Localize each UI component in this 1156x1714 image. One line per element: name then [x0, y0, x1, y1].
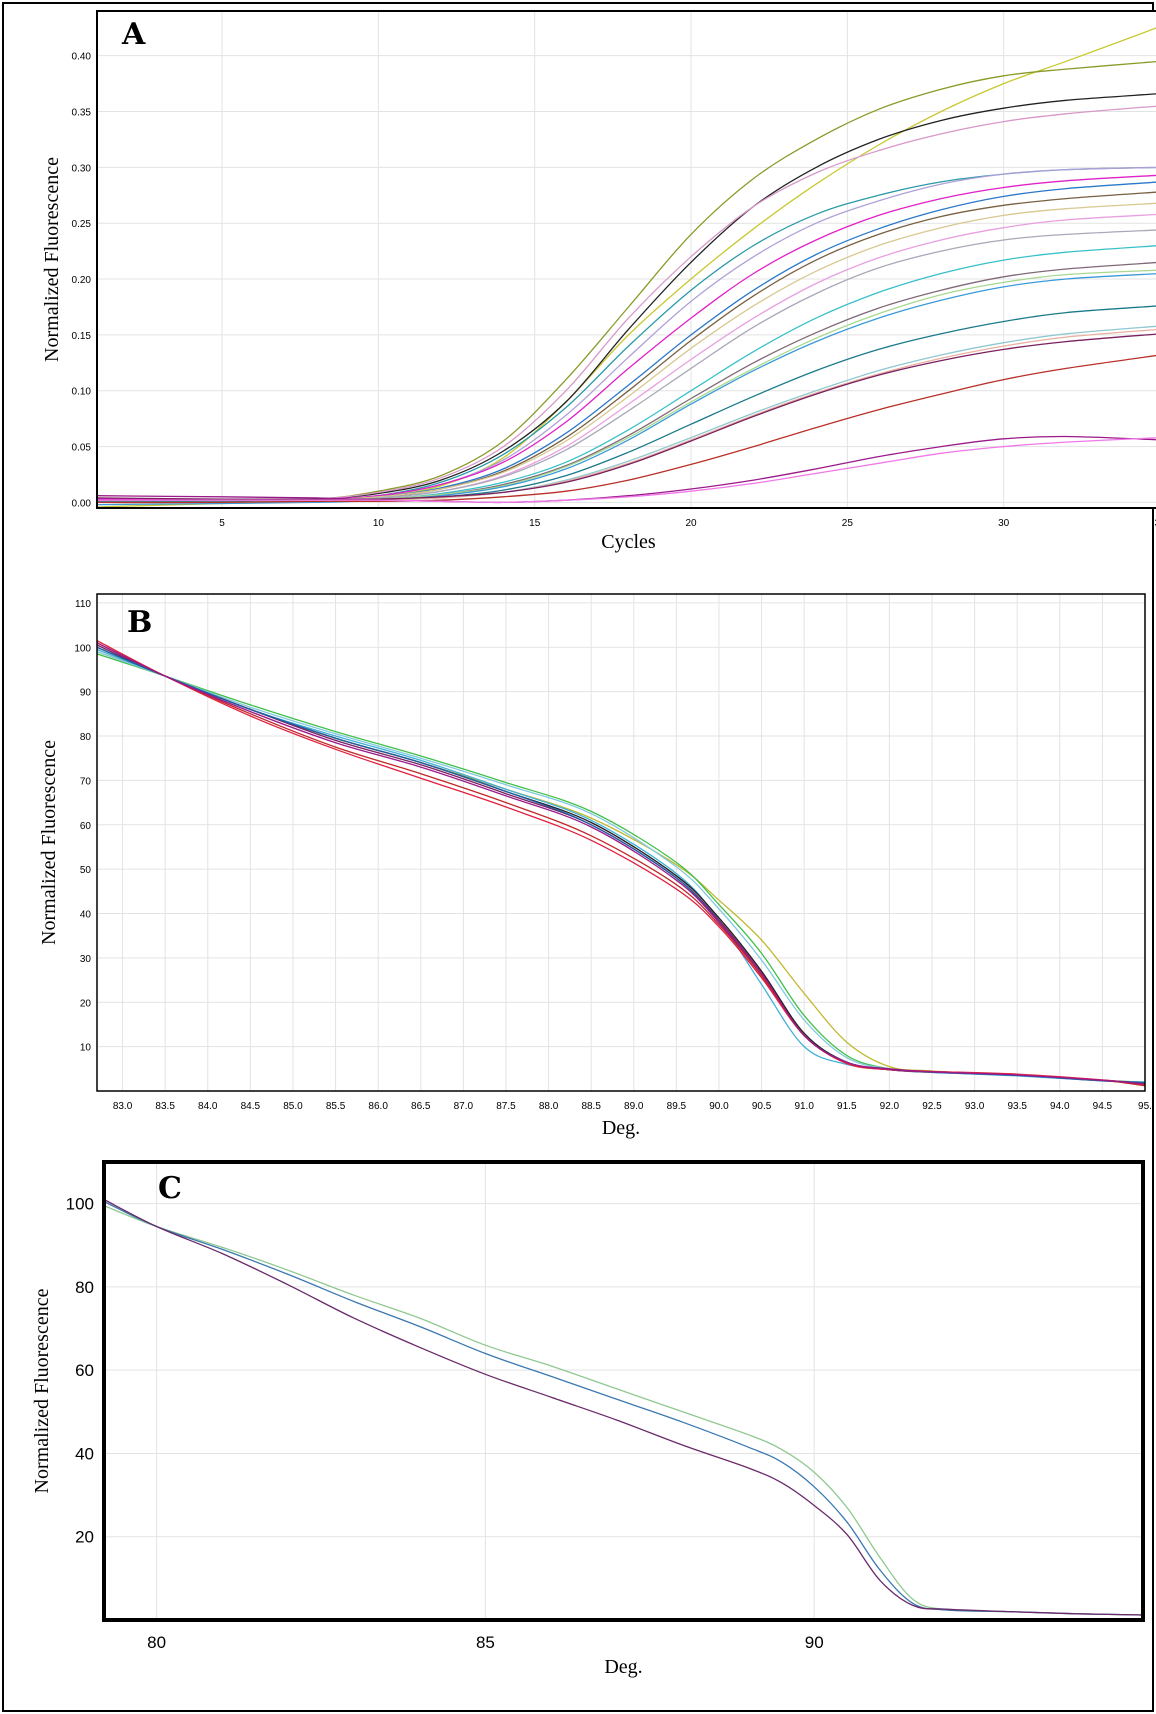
x-tick-label: 83.5 [155, 1101, 175, 1112]
y-tick-label: 70 [80, 776, 92, 787]
y-tick-label: 90 [80, 688, 92, 699]
y-tick-label: 0.30 [72, 163, 92, 174]
x-tick-label: 90 [805, 1633, 824, 1652]
y-tick-label: 30 [80, 954, 92, 965]
x-tick-label: 10 [373, 518, 385, 529]
y-tick-label: 40 [75, 1444, 94, 1463]
plot-area [97, 594, 1145, 1091]
y-tick-label: 20 [75, 1528, 94, 1547]
x-tick-label: 83.0 [113, 1101, 133, 1112]
series-group [97, 27, 1156, 508]
series-line-23 [97, 437, 1156, 504]
x-tick-label: 90.0 [709, 1101, 729, 1112]
x-tick-label: 84.5 [241, 1101, 261, 1112]
x-tick-label: 88.0 [539, 1101, 559, 1112]
series-group [97, 640, 1145, 1087]
x-tick-label: 85.0 [283, 1101, 303, 1112]
x-tick-label: 35 [1154, 518, 1156, 529]
y-tick-label: 80 [80, 732, 92, 743]
y-tick-label: 0.25 [72, 219, 92, 230]
y-tick-label: 0.35 [72, 108, 92, 119]
panel-b-chart: 83.0 83.5 84.0 84.5 85.0 85.5 86.0 86.5 87.0 87.5… [38, 593, 1152, 1139]
x-tick-label: 91.0 [794, 1101, 814, 1112]
y-tick-label: 0.05 [72, 443, 92, 454]
y-axis-title: Normalized Fluorescence [38, 740, 60, 945]
plot-area [97, 11, 1156, 508]
plot-frame [96, 593, 1146, 1092]
series-line-2 [104, 1201, 1143, 1616]
x-tick-label: 93.5 [1007, 1101, 1027, 1112]
y-tick-label: 10 [80, 1043, 92, 1054]
panel-letter: B [127, 605, 152, 640]
panel-letter: A [121, 17, 146, 52]
y-tick-label: 60 [75, 1361, 94, 1380]
x-tick-label: 86.0 [368, 1101, 388, 1112]
panel-a-chart: 5 10 15 20 25 30 35 0.00 0.05 0.10 0.15 0.20 0.25 0.3… [41, 10, 1156, 553]
x-tick-label: 92.0 [880, 1101, 900, 1112]
y-tick-label: 100 [66, 1195, 94, 1214]
y-tick-label: 60 [80, 821, 92, 832]
x-tick-label: 89.5 [667, 1101, 687, 1112]
series-line-3 [104, 1198, 1143, 1616]
x-axis-title: Deg. [602, 1117, 640, 1139]
panel-letter: C [158, 1171, 182, 1206]
y-tick-label: 0.20 [72, 275, 92, 286]
series-line-22 [97, 435, 1156, 504]
plot-frame [102, 1160, 1145, 1622]
y-axis-title: Normalized Fluorescence [41, 157, 63, 362]
x-axis-title: Deg. [604, 1656, 642, 1678]
x-tick-label: 90.5 [752, 1101, 772, 1112]
x-tick-label: 94.0 [1050, 1101, 1070, 1112]
x-tick-label: 87.5 [496, 1101, 516, 1112]
x-tick-label: 80 [147, 1633, 166, 1652]
x-tick-label: 95. [1138, 1101, 1152, 1112]
x-tick-label: 84.0 [198, 1101, 218, 1112]
x-tick-label: 85.5 [326, 1101, 346, 1112]
y-axis-title: Normalized Fluorescence [31, 1288, 53, 1493]
x-tick-label: 93.0 [965, 1101, 985, 1112]
x-tick-label: 5 [219, 518, 225, 529]
x-tick-label: 92.5 [922, 1101, 942, 1112]
x-tick-label: 15 [529, 518, 541, 529]
y-tick-label: 100 [74, 643, 91, 654]
series-line-21 [97, 354, 1156, 504]
x-tick-label: 91.5 [837, 1101, 857, 1112]
y-tick-label: 0.10 [72, 387, 92, 398]
x-tick-label: 85 [476, 1633, 495, 1652]
x-tick-label: 87.0 [454, 1101, 474, 1112]
series-line-10 [97, 642, 1145, 1085]
y-tick-label: 50 [80, 865, 92, 876]
panel-c-chart: 80 85 90 20 40 60 80 100 C Deg. Normalized Fluores… [31, 1160, 1145, 1678]
y-tick-label: 80 [75, 1278, 94, 1297]
y-tick-label: 20 [80, 998, 92, 1009]
x-tick-label: 88.5 [581, 1101, 601, 1112]
y-tick-label: 110 [75, 599, 91, 610]
x-tick-label: 86.5 [411, 1101, 431, 1112]
x-axis-title: Cycles [601, 531, 656, 553]
x-tick-label: 30 [998, 518, 1010, 529]
y-tick-label: 0.00 [72, 498, 92, 509]
x-tick-label: 25 [842, 518, 854, 529]
x-tick-label: 20 [685, 518, 697, 529]
plot-frame [96, 10, 1156, 509]
y-tick-label: 40 [80, 910, 92, 921]
series-line-16 [97, 273, 1156, 506]
x-tick-label: 89.0 [624, 1101, 644, 1112]
series-group [104, 1198, 1143, 1616]
y-tick-label: 0.15 [72, 331, 92, 342]
x-tick-label: 94.5 [1093, 1101, 1113, 1112]
series-line-20 [97, 333, 1156, 500]
y-tick-label: 0.40 [72, 52, 92, 63]
